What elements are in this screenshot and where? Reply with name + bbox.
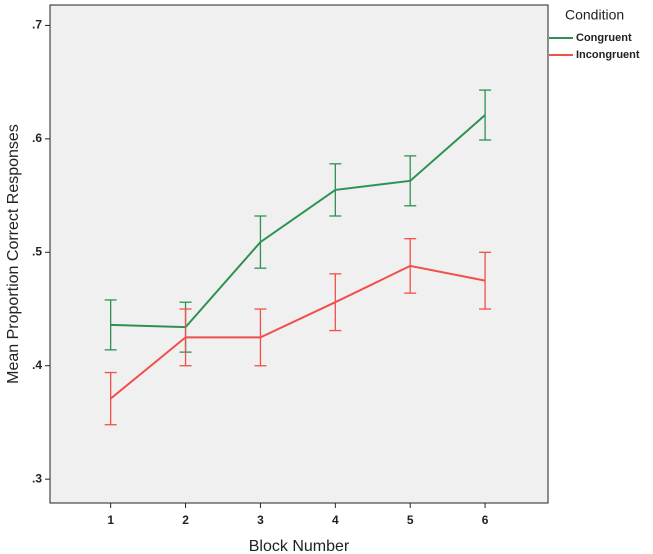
y-tick-label: .7 [32, 18, 42, 32]
plot-area [49, 4, 549, 504]
x-tick-label: 6 [482, 513, 489, 527]
series-line [110, 264, 486, 400]
x-tick-label: 3 [257, 513, 264, 527]
y-tick-label: .5 [32, 244, 42, 258]
x-tick-label: 5 [407, 513, 414, 527]
x-tick-label: 2 [182, 513, 189, 527]
legend-label: Incongruent [576, 49, 640, 61]
x-tick-label: 1 [107, 513, 114, 527]
legend-title: Condition [565, 7, 624, 23]
x-axis-label: Block Number [249, 538, 350, 554]
y-tick-label: .4 [32, 358, 42, 372]
y-tick-label: .3 [32, 471, 42, 485]
series-line [110, 114, 486, 329]
x-tick-label: 4 [332, 513, 339, 527]
y-axis-label: Mean Proportion Correct Responses [5, 124, 22, 384]
legend-label: Congruent [576, 32, 632, 44]
y-tick-label: .6 [32, 131, 42, 145]
